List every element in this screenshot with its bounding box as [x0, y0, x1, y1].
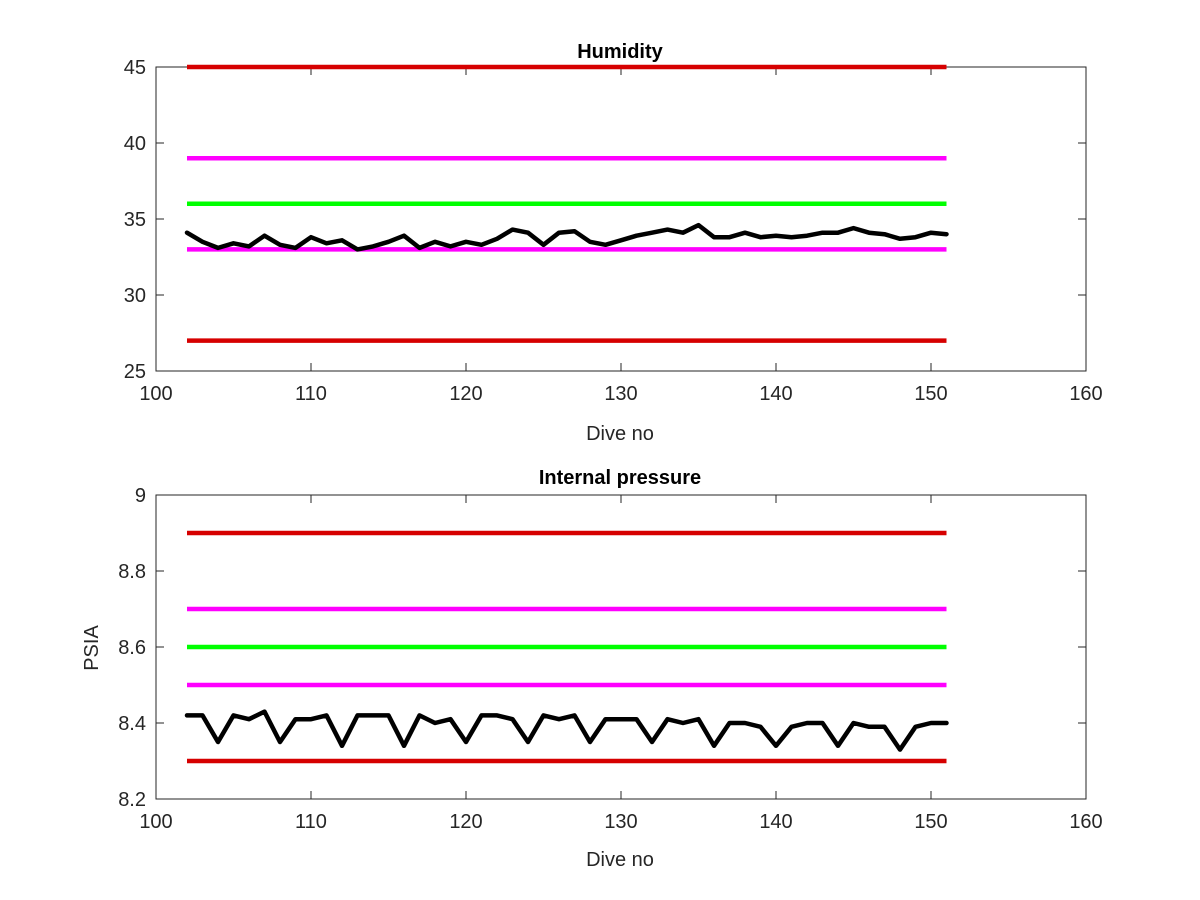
x-tick-label: 160 — [1069, 383, 1102, 405]
y-tick-label: 8.2 — [118, 789, 146, 811]
chart-title: Internal pressure — [539, 467, 701, 489]
x-tick-label: 160 — [1069, 811, 1102, 833]
y-axis-label: PSIA — [81, 625, 103, 671]
x-tick-label: 110 — [295, 383, 327, 405]
y-tick-label: 8.8 — [118, 561, 146, 583]
x-tick-label: 150 — [914, 383, 947, 405]
series-line — [184, 222, 949, 252]
x-tick-label: 110 — [295, 811, 327, 833]
x-tick-label: 100 — [139, 811, 172, 833]
humidity-chart: Humidity Dive no 100 110 120 130 140 150 160 25… — [124, 41, 1103, 445]
x-tick-label: 130 — [604, 383, 637, 405]
y-tick-label: 8.6 — [118, 637, 146, 659]
y-tick-label: 9 — [135, 485, 146, 507]
x-tick-label: 150 — [914, 811, 947, 833]
internal-pressure-chart: Internal pressure Dive no PSIA 100 110 120… — [81, 467, 1103, 871]
x-tick-label: 120 — [449, 383, 482, 405]
x-tick-label: 140 — [759, 383, 792, 405]
series-line — [184, 709, 949, 752]
y-tick-label: 30 — [124, 285, 146, 307]
x-tick-label: 130 — [604, 811, 637, 833]
x-tick-label: 100 — [139, 383, 172, 405]
x-axis-label: Dive no — [586, 423, 654, 445]
chart-title: Humidity — [577, 41, 663, 63]
plot-area — [155, 66, 1087, 372]
y-tick-label: 40 — [124, 133, 146, 155]
x-tick-label: 140 — [759, 811, 792, 833]
y-tick-label: 45 — [124, 57, 146, 79]
y-tick-label: 25 — [124, 361, 146, 383]
x-tick-label: 120 — [449, 811, 482, 833]
y-tick-label: 8.4 — [118, 713, 146, 735]
x-axis-label: Dive no — [586, 849, 654, 871]
y-tick-label: 35 — [124, 209, 146, 231]
